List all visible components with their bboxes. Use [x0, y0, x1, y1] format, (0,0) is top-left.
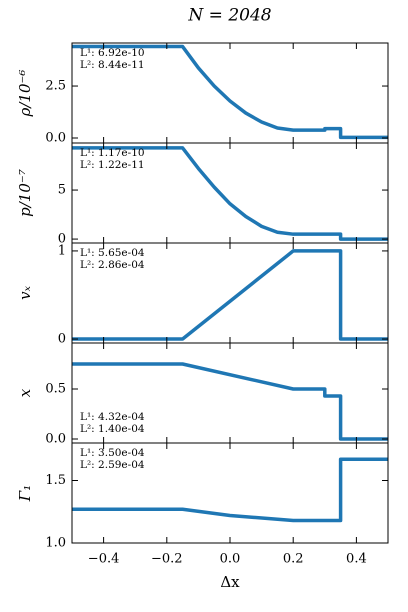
- y-tick-label: 2.5: [45, 79, 66, 94]
- y-axis-label: x: [16, 388, 34, 397]
- y-tick-label: 0.0: [45, 131, 66, 146]
- y-axis-label: ρ/10⁻⁶: [16, 70, 34, 118]
- error-annotation: L¹: 3.50e-04: [80, 447, 145, 459]
- x-tick-label: 0.2: [283, 552, 304, 567]
- y-tick-label: 5: [58, 183, 66, 198]
- y-tick-label: 0.5: [45, 382, 66, 397]
- error-annotation: L²: 1.40e-04: [80, 423, 145, 435]
- y-tick-label: 0: [58, 332, 66, 347]
- y-axis-label: vₓ: [16, 285, 34, 299]
- error-annotation: L²: 8.44e-11: [80, 59, 145, 71]
- x-tick-label: −0.2: [151, 552, 183, 567]
- error-annotation: L¹: 4.32e-04: [80, 411, 145, 423]
- y-axis-label: Γ₁: [16, 485, 34, 502]
- data-line: [72, 457, 388, 523]
- data-line: [72, 249, 388, 341]
- x-tick-label: 0.0: [220, 552, 241, 567]
- x-tick-label: 0.4: [346, 552, 367, 567]
- data-line: [72, 44, 388, 140]
- y-axis-label: p/10⁻⁷: [16, 169, 34, 217]
- y-tick-label: 0: [58, 232, 66, 247]
- data-line: [72, 362, 388, 441]
- y-tick-label: 1.5: [45, 473, 66, 488]
- chart-title: N = 2048: [187, 6, 271, 26]
- y-tick-label: 0.0: [45, 432, 66, 447]
- y-tick-label: 1: [58, 243, 66, 258]
- error-annotation: L²: 2.59e-04: [80, 459, 145, 471]
- error-annotation: L¹: 6.92e-10: [80, 47, 145, 59]
- data-line: [72, 146, 388, 241]
- error-annotation: L¹: 5.65e-04: [80, 247, 145, 259]
- x-tick-label: −0.4: [88, 552, 120, 567]
- error-annotation: L²: 2.86e-04: [80, 259, 145, 271]
- error-annotation: L¹: 1.17e-10: [80, 147, 145, 159]
- y-tick-label: 1.0: [45, 536, 66, 551]
- error-annotation: L²: 1.22e-11: [80, 159, 145, 171]
- x-axis-label: Δx: [220, 573, 240, 591]
